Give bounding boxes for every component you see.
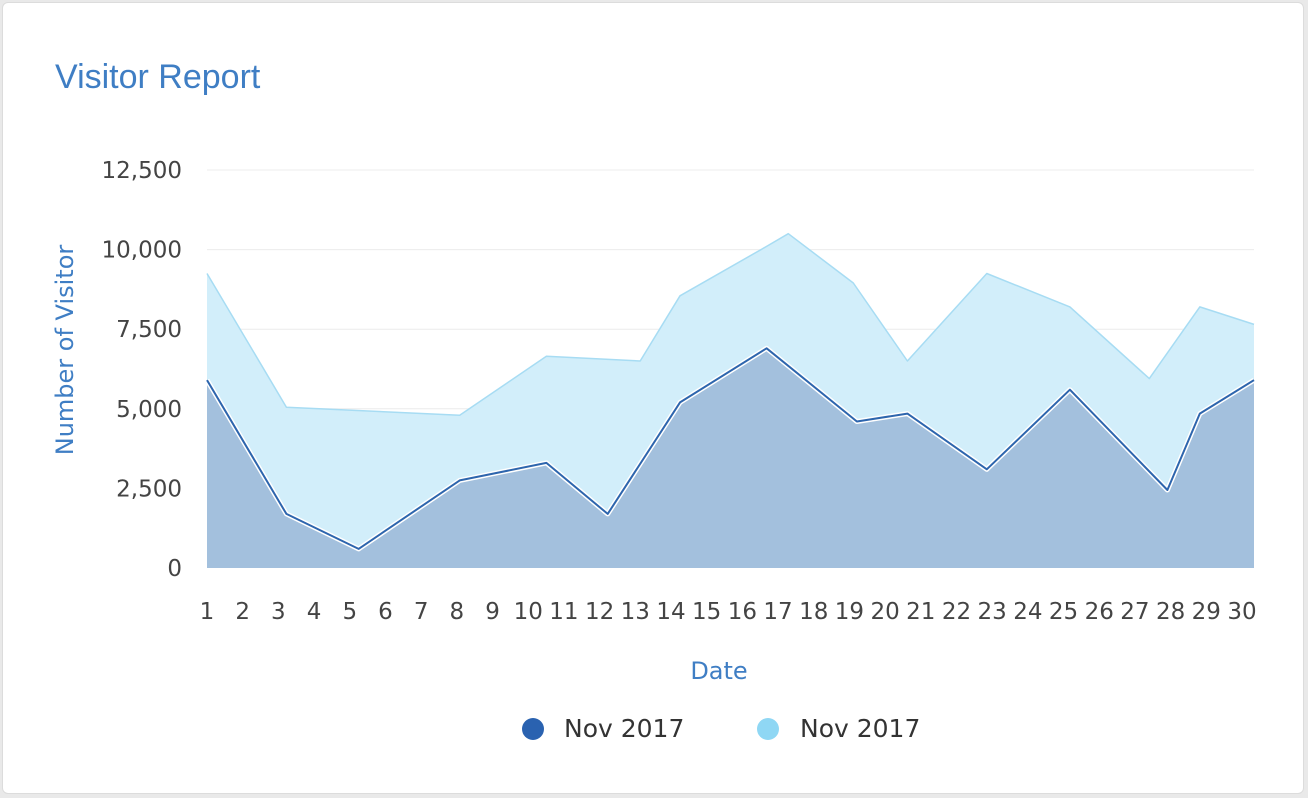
legend-label-1: Nov 2017 <box>564 714 684 743</box>
y-tick-label: 7,500 <box>116 317 182 343</box>
x-tick-label: 3 <box>271 599 286 625</box>
legend-item-2[interactable]: Nov 2017 <box>757 714 920 743</box>
legend-label-2: Nov 2017 <box>800 714 920 743</box>
x-tick-label: 7 <box>414 599 429 625</box>
x-tick-label: 15 <box>692 599 721 625</box>
x-tick-label: 4 <box>307 599 322 625</box>
x-tick-label: 6 <box>378 599 393 625</box>
y-axis-title: Number of Visitor <box>51 245 79 456</box>
x-tick-label: 5 <box>342 599 357 625</box>
legend-item-1[interactable]: Nov 2017 <box>522 714 684 743</box>
legend-marker-icon <box>522 718 544 740</box>
x-tick-label: 24 <box>1013 599 1042 625</box>
x-tick-label: 1 <box>200 599 215 625</box>
x-tick-label: 28 <box>1156 599 1185 625</box>
legend: Nov 2017 Nov 2017 <box>522 714 920 743</box>
x-axis-title: Date <box>690 657 747 685</box>
x-tick-label: 18 <box>799 599 828 625</box>
x-tick-label: 17 <box>763 599 792 625</box>
x-tick-label: 29 <box>1192 599 1221 625</box>
x-tick-label: 13 <box>621 599 650 625</box>
y-tick-label: 5,000 <box>116 397 182 423</box>
x-tick-label: 11 <box>549 599 578 625</box>
x-tick-label: 26 <box>1085 599 1114 625</box>
y-tick-label: 10,000 <box>102 238 182 264</box>
series-areas <box>204 232 1256 568</box>
x-tick-label: 8 <box>450 599 465 625</box>
card-title: Visitor Report <box>55 58 261 96</box>
x-tick-label: 14 <box>656 599 685 625</box>
x-tick-label: 2 <box>235 599 250 625</box>
series-2-line <box>206 232 1255 416</box>
x-tick-label: 27 <box>1120 599 1149 625</box>
y-axis-ticks: 0 2,500 5,000 7,500 10,000 12,500 <box>102 158 182 582</box>
x-tick-label: 10 <box>514 599 543 625</box>
x-tick-label: 19 <box>835 599 864 625</box>
y-tick-label: 0 <box>167 556 182 582</box>
x-tick-label: 25 <box>1049 599 1078 625</box>
x-tick-label: 12 <box>585 599 614 625</box>
series-1-line <box>206 347 1255 550</box>
y-tick-label: 2,500 <box>116 476 182 502</box>
x-tick-label: 20 <box>870 599 899 625</box>
legend-marker-icon <box>757 718 779 740</box>
x-tick-label: 16 <box>728 599 757 625</box>
x-tick-label: 9 <box>485 599 500 625</box>
x-tick-label: 21 <box>906 599 935 625</box>
x-axis-ticks: 1 2 3 4 5 6 7 8 9 10 11 12 13 14 15 16 17 18 19 20 21 22 23 24 2… <box>200 599 1257 625</box>
x-tick-label: 22 <box>942 599 971 625</box>
x-tick-label: 30 <box>1227 599 1256 625</box>
x-tick-label: 23 <box>978 599 1007 625</box>
y-tick-label: 12,500 <box>102 158 182 184</box>
series-1-area <box>207 348 1254 568</box>
